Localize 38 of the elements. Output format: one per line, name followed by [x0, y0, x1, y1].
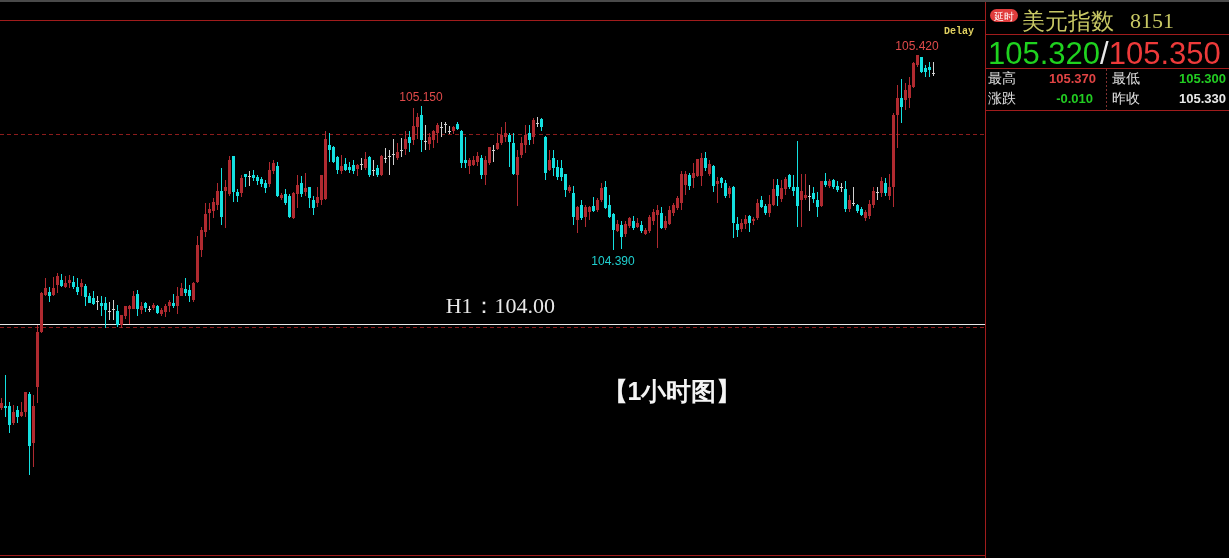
text: 昨收 — [1112, 90, 1140, 106]
candlestick — [400, 138, 403, 157]
annotation: 105.420 — [895, 38, 940, 53]
candlestick — [108, 301, 111, 320]
annotation: 105.150 — [399, 89, 444, 104]
text: 最高 — [988, 70, 1016, 86]
text: 涨跌 — [988, 90, 1016, 106]
text: 美元指数 — [1022, 9, 1114, 34]
candlestick — [444, 121, 447, 134]
candlestick — [384, 148, 387, 164]
ref-line: H1：104.00 — [0, 292, 986, 325]
text: 105.370 — [1049, 71, 1096, 86]
candlestick — [360, 158, 363, 170]
text: / — [1100, 36, 1110, 71]
text: 8151 — [1130, 8, 1174, 33]
candlestick — [808, 184, 811, 211]
candlestick — [536, 116, 539, 127]
candlestick — [112, 300, 115, 320]
candlestick — [372, 160, 375, 177]
candlestick — [932, 62, 935, 76]
annotation: 104.390 — [591, 253, 636, 268]
candlestick — [424, 125, 427, 150]
candlestick — [96, 296, 99, 310]
candlestick — [492, 144, 495, 162]
text: 105.350 — [1108, 36, 1221, 71]
ref-line-label: H1：104.00 — [445, 292, 556, 318]
annotation: 【1小时图】 — [602, 377, 742, 405]
text: -0.010 — [1056, 91, 1093, 106]
candlestick — [876, 186, 879, 200]
text: 最低 — [1112, 70, 1140, 86]
candlestick — [852, 187, 855, 206]
text: 105.330 — [1179, 91, 1226, 106]
candlestick — [388, 149, 391, 176]
text: 105.300 — [1179, 71, 1226, 86]
candlestick — [440, 121, 443, 137]
text: Delay — [944, 26, 975, 37]
text: 105.320 — [988, 36, 1101, 71]
candlestick — [392, 139, 395, 166]
